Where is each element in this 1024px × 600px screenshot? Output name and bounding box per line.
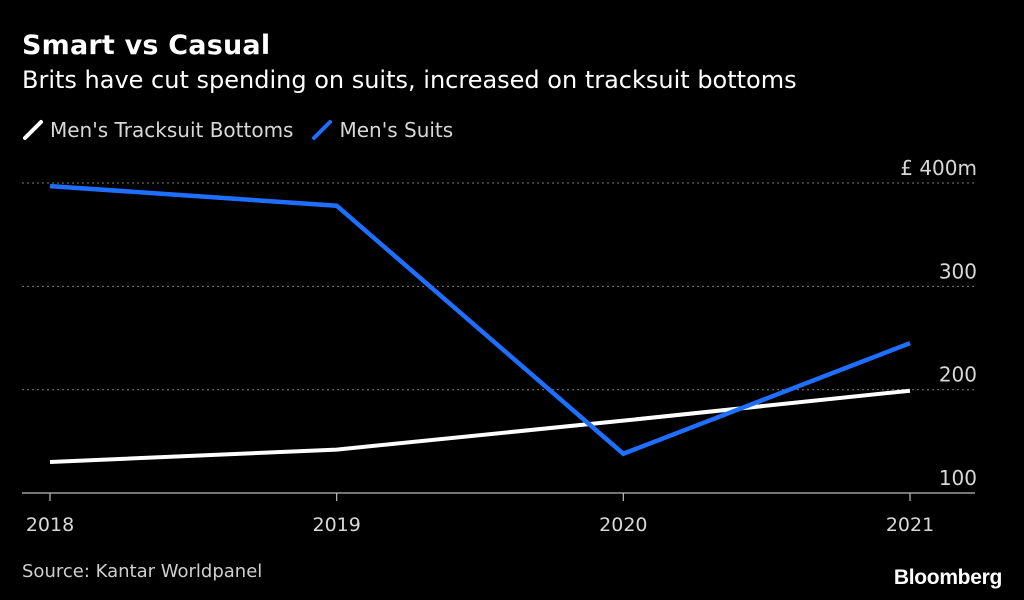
y-tick-label: £ 400m — [900, 156, 977, 180]
series-line-tracksuit-bottoms — [49, 388, 911, 464]
y-tick-label: 100 — [939, 466, 977, 490]
legend-label-tracksuit: Men's Tracksuit Bottoms — [50, 118, 294, 142]
legend: Men's Tracksuit Bottoms Men's Suits — [22, 118, 471, 142]
x-tick-label: 2020 — [599, 514, 647, 536]
legend-item-tracksuit: Men's Tracksuit Bottoms — [22, 118, 293, 142]
bloomberg-logo: Bloomberg — [893, 566, 1002, 589]
chart-title: Smart vs Casual — [22, 30, 271, 61]
y-tick-label: 300 — [939, 259, 977, 283]
legend-item-suits: Men's Suits — [311, 118, 453, 142]
legend-swatch-tracksuit-icon — [23, 120, 43, 140]
chart-subtitle: Brits have cut spending on suits, increa… — [22, 66, 797, 94]
x-tick-label: 2018 — [26, 514, 74, 536]
x-tick-label: 2019 — [312, 514, 360, 536]
series-line-suits — [49, 183, 911, 457]
y-tick-label: 200 — [939, 363, 977, 387]
legend-label-suits: Men's Suits — [339, 118, 454, 142]
legend-swatch-suits-icon — [312, 120, 333, 140]
x-tick-label: 2021 — [886, 514, 934, 536]
source-note: Source: Kantar Worldpanel — [22, 561, 263, 582]
